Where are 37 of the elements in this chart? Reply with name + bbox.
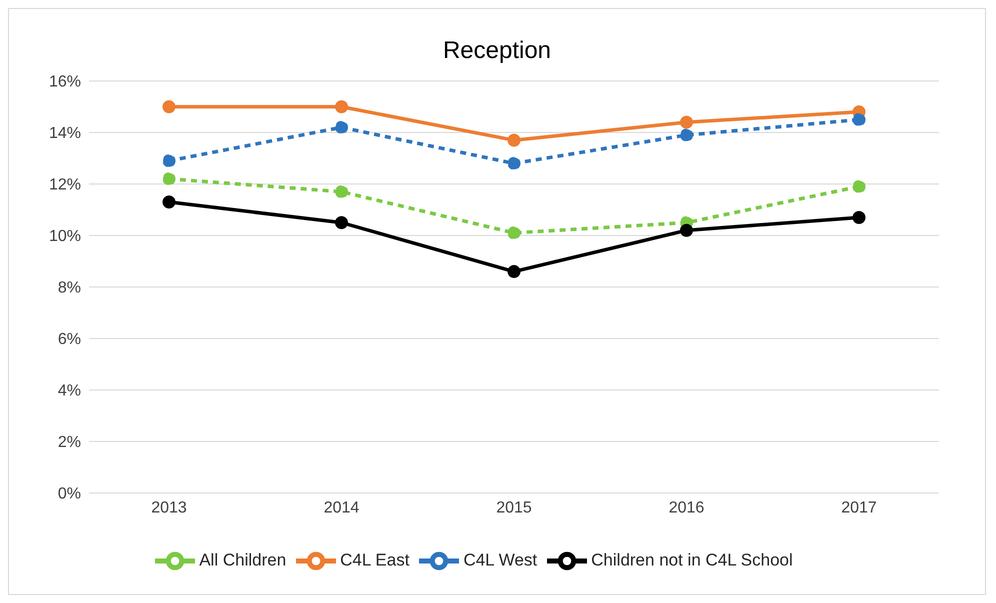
- x-tick-label: 2017: [841, 499, 877, 516]
- legend-label: Children not in C4L School: [591, 550, 793, 570]
- y-tick-label: 12%: [48, 176, 81, 194]
- chart-title: Reception: [442, 36, 552, 66]
- y-tick-label: 4%: [58, 382, 81, 400]
- legend-label: All Children: [199, 550, 286, 570]
- point: [852, 113, 866, 126]
- point: [162, 100, 176, 114]
- x-tick-label: 2014: [324, 499, 360, 516]
- y-tick-label: 14%: [48, 125, 81, 142]
- point: [680, 116, 693, 129]
- point: [162, 196, 176, 209]
- point: [162, 154, 176, 168]
- x-tick-label: 2016: [668, 499, 704, 516]
- y-tick-label: 2%: [58, 434, 81, 452]
- point: [680, 128, 693, 142]
- point: [508, 156, 520, 170]
- point: [162, 172, 176, 186]
- point: [335, 216, 348, 230]
- point: [335, 185, 348, 198]
- legend-label: C4L East: [340, 550, 410, 570]
- y-tick-label: 16%: [48, 74, 81, 91]
- point: [508, 226, 520, 240]
- point: [508, 134, 520, 147]
- x-tick-label: 2013: [151, 499, 187, 516]
- y-tick-label: 10%: [48, 228, 81, 246]
- point: [852, 210, 866, 224]
- y-tick-label: 8%: [58, 280, 81, 297]
- point: [335, 120, 348, 134]
- point: [680, 224, 693, 237]
- point: [335, 100, 348, 114]
- point: [852, 180, 866, 194]
- y-tick-label: 0%: [58, 486, 81, 503]
- y-tick-label: 6%: [58, 331, 81, 348]
- x-tick-label: 2015: [496, 499, 532, 516]
- point: [508, 265, 520, 278]
- legend-label: C4L West: [463, 550, 538, 570]
